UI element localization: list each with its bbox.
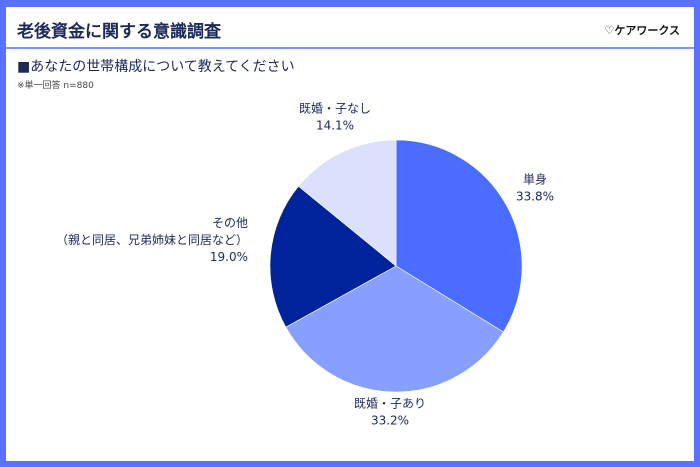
data-label-value: 19.0% (210, 250, 248, 264)
question-text: ■あなたの世帯構成について教えてください (17, 59, 295, 75)
data-label-category: 既婚・子あり (354, 397, 426, 411)
data-label-category: 既婚・子なし (299, 102, 371, 116)
brand-logo: ♡ケアワークス (604, 24, 680, 37)
pie-slice-1 (285, 265, 504, 393)
data-label-value: 33.8% (516, 190, 554, 204)
pie-slice-3 (298, 139, 397, 267)
data-label-category: （親と同居、兄弟姉妹と同居など） (56, 232, 248, 247)
page-title: 老後資金に関する意識調査 (17, 22, 221, 42)
data-label-category: その他 (212, 216, 248, 230)
pie-slice-2 (269, 185, 397, 328)
pie-slice-0 (395, 139, 523, 333)
sample-note: ※単一回答 n=880 (17, 81, 94, 91)
data-label-category: 単身 (523, 172, 547, 187)
data-label-value: 14.1% (316, 119, 354, 133)
header: 老後資金に関する意識調査 ♡ケアワークス (6, 7, 694, 49)
data-label-value: 33.2% (371, 414, 409, 428)
